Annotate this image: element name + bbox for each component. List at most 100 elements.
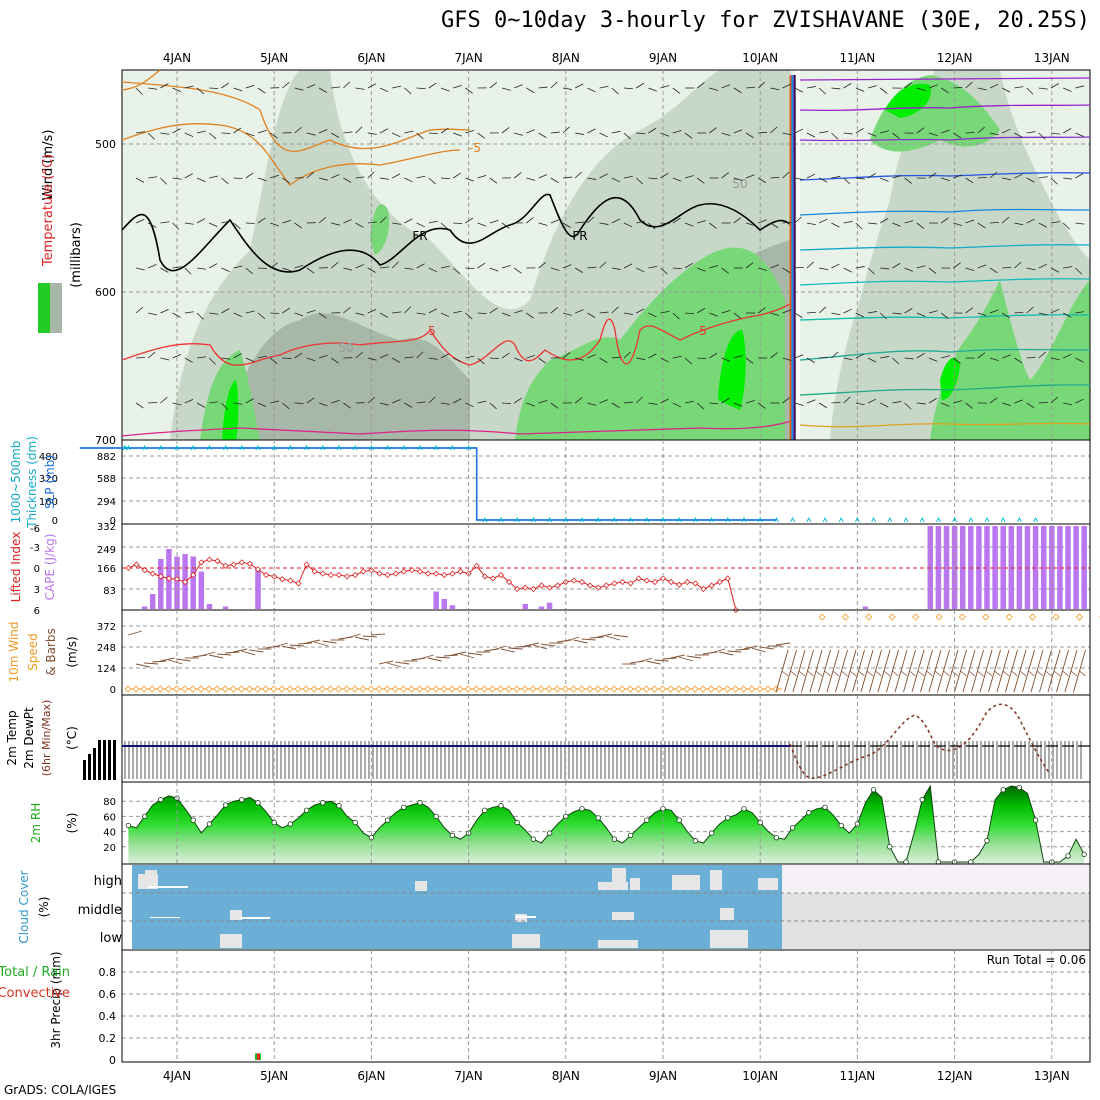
wind-barb (824, 670, 831, 677)
wind-speed-marker (634, 685, 642, 693)
wind-barb (184, 398, 194, 404)
wind-barb (1038, 87, 1048, 90)
wind-barb (172, 353, 181, 359)
wind-barb (184, 267, 192, 275)
date-label-top: 9JAN (649, 51, 677, 65)
temp-legend-bar (93, 748, 96, 780)
lifted-index-point (352, 571, 359, 579)
wind-barb (575, 83, 584, 89)
wind-barb (721, 132, 731, 136)
rh-point (287, 821, 294, 827)
wind-barb (514, 357, 523, 362)
wind-speed-marker (424, 685, 432, 693)
wind-barb (831, 222, 840, 228)
temp-range-bar (552, 741, 554, 779)
wind-barb (306, 84, 316, 89)
contour-line (799, 208, 1091, 216)
wind-barb (965, 219, 975, 224)
cape-tick-label: 332 (97, 522, 116, 533)
lifted-index-point (522, 584, 529, 591)
wind-barb (416, 263, 425, 269)
thickness-slp-panel: 480 320 160 0 882 588 294 0 (39, 439, 1091, 527)
wind-barb (452, 267, 461, 275)
wind-barb (355, 176, 365, 179)
wind-barb (168, 659, 183, 665)
temp-range-bar (796, 741, 798, 779)
lifted-index-point (230, 561, 237, 568)
wind-barb (209, 312, 219, 315)
series-marker (336, 445, 342, 451)
wind-barb (745, 86, 756, 89)
rh-point (984, 838, 990, 844)
rh-shading (930, 280, 1090, 440)
wind-barb (943, 670, 950, 677)
wind-barb (775, 642, 791, 646)
wind-barb (1014, 132, 1023, 138)
temp-range-bar (724, 741, 726, 779)
lifted-index-point (425, 570, 432, 577)
series-marker (774, 517, 779, 523)
wind-barb (849, 670, 857, 677)
lifted-index-point (716, 578, 723, 586)
temp-range-bar (816, 741, 818, 779)
date-label-bottom: 7JAN (455, 1069, 483, 1083)
wind-barb (273, 642, 288, 648)
wind-barb (465, 129, 475, 134)
contour-label: 50 (732, 177, 747, 191)
wind-barb (916, 312, 926, 317)
wind-barb (733, 402, 743, 407)
wind-barb (599, 261, 607, 269)
temp2m-axis-label: 2m Temp (5, 710, 19, 765)
series-marker (757, 517, 763, 523)
temp-range-bar (504, 741, 506, 779)
lifted-index-point (619, 578, 626, 586)
wind-barb (648, 87, 657, 92)
wind-barb (513, 267, 522, 274)
wind-barb (257, 87, 266, 94)
wind-speed-marker (497, 685, 505, 693)
wind-barb (148, 222, 157, 228)
wind-speed-marker (723, 685, 731, 693)
series-marker (903, 517, 909, 523)
wind-barb (953, 357, 961, 364)
wind-barb (233, 402, 243, 405)
temp-range-bar (140, 741, 142, 779)
wind-barb (318, 129, 328, 134)
series-marker (223, 445, 228, 451)
wind-barb (892, 222, 901, 227)
thickness-tick-label: 320 (39, 474, 58, 485)
cape-bar (992, 526, 998, 609)
wind-barb (1075, 357, 1084, 363)
temp-range-bar (684, 741, 686, 779)
wind10m-axis-label: Speed (26, 633, 40, 671)
series-marker (288, 445, 293, 451)
wind-barb (798, 670, 806, 677)
wind-barb (343, 267, 353, 271)
wind-barb (733, 129, 743, 134)
wind-barb (257, 217, 266, 224)
date-label-bottom: 9JAN (649, 1069, 677, 1083)
wind-barb (1050, 132, 1060, 135)
series-marker (401, 445, 407, 451)
wind-barb (144, 662, 159, 665)
wind-barb (148, 176, 158, 179)
temp-range-bar (420, 741, 422, 779)
wind-barb (587, 354, 596, 359)
wind-barb (745, 174, 755, 179)
wind-barb (281, 645, 296, 650)
temp-range-bar (232, 741, 234, 779)
wind-barb (269, 262, 278, 269)
wind-barb (526, 312, 534, 319)
wind-barb (953, 132, 962, 139)
temp-range-bar (800, 741, 802, 779)
cloud-cell (512, 934, 540, 948)
wind-barb (587, 402, 597, 406)
pressure-tick-label: 700 (95, 434, 116, 447)
temp-range-bar (892, 741, 894, 779)
wind-barb (672, 130, 682, 134)
wind-barb (696, 82, 705, 89)
wind-barb (916, 222, 925, 229)
wind-barb (392, 399, 401, 404)
wind-barb (392, 85, 402, 89)
wind-barb (794, 266, 804, 269)
